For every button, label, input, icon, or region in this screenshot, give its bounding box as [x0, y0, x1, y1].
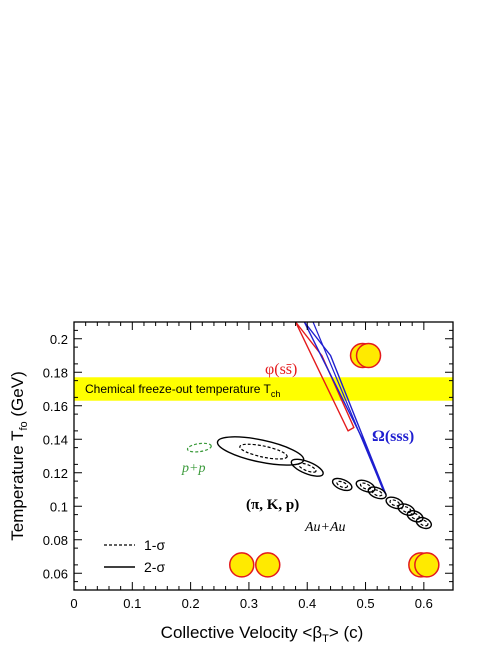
- plot-frame: [73, 321, 454, 591]
- omega-label: Ω(sss): [372, 428, 414, 445]
- auau-1sigma-contour: [419, 519, 429, 527]
- y-tick-label: 0.14: [43, 432, 68, 447]
- omega-inner-contour: [312, 322, 384, 490]
- auau-2sigma-contour: [367, 486, 387, 500]
- x-tick-label: 0.1: [123, 596, 141, 611]
- legend-label-2sigma: 2-σ: [144, 559, 165, 575]
- plot-area: [74, 322, 453, 590]
- pp-1sigma-contour: [186, 442, 212, 453]
- pikp-label: (π, K, p): [246, 497, 299, 513]
- band-label: Chemical freeze-out temperature Tch: [85, 382, 280, 399]
- auau-2sigma-contour: [355, 479, 376, 493]
- auau-1sigma-contour: [336, 480, 349, 489]
- pp-label: p+p: [181, 461, 205, 476]
- x-tick-label: 0.3: [240, 596, 258, 611]
- auau-2sigma-contour: [397, 503, 416, 516]
- legend-label-1sigma: 1-σ: [144, 537, 165, 553]
- auau-2sigma-contour: [406, 510, 424, 523]
- yellow-marker: [255, 552, 281, 578]
- x-axis-title: Collective Velocity <βT> (c): [161, 623, 364, 645]
- marker-layer: [229, 342, 440, 578]
- y-axis-title: Temperature Tfo (GeV): [8, 371, 30, 540]
- contour-layer: [186, 322, 433, 530]
- auau-1sigma-contour: [297, 462, 317, 473]
- auau-2sigma-contour: [385, 496, 404, 510]
- x-tick-label: 0.5: [356, 596, 374, 611]
- y-tick-label: 0.06: [43, 566, 68, 581]
- chemical-freezeout-band: [74, 377, 453, 401]
- x-tick-label: 0.6: [415, 596, 433, 611]
- y-tick-label: 0.16: [43, 399, 68, 414]
- x-tick-label: 0.4: [298, 596, 316, 611]
- y-tick-label: 0.18: [43, 365, 68, 380]
- axis-ticks: 0 0.1 0.2 0.3 0.4 0.5 0.6 0.06 0.08 0.1 0.12 0.14 0.…: [43, 322, 453, 611]
- phi-contour: [294, 322, 355, 432]
- y-tick-label: 0.1: [50, 499, 68, 514]
- auau-2sigma-contour: [331, 477, 353, 492]
- auau-1sigma-contour: [371, 489, 383, 497]
- auau-2sigma-contour: [415, 516, 433, 530]
- auau-label: Au+Au: [304, 520, 346, 535]
- phi-label: φ(ss̄): [265, 361, 297, 378]
- y-tick-label: 0.2: [50, 332, 68, 347]
- legend: 1-σ 2-σ: [104, 537, 165, 575]
- auau-2sigma-contour: [290, 458, 324, 477]
- yellow-marker: [414, 552, 440, 578]
- x-tick-label: 0: [70, 596, 77, 611]
- x-tick-label: 0.2: [182, 596, 200, 611]
- y-tick-label: 0.12: [43, 466, 68, 481]
- y-tick-label: 0.08: [43, 533, 68, 548]
- yellow-marker: [355, 342, 382, 369]
- auau-1sigma-contour: [239, 443, 288, 460]
- yellow-marker: [229, 552, 255, 578]
